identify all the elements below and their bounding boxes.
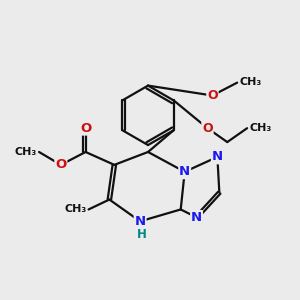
Text: N: N [191, 211, 202, 224]
Text: N: N [212, 150, 223, 164]
Text: O: O [80, 122, 91, 135]
Text: CH₃: CH₃ [64, 204, 87, 214]
Text: CH₃: CH₃ [249, 123, 271, 133]
Text: CH₃: CH₃ [15, 147, 37, 157]
Text: N: N [134, 215, 146, 228]
Text: O: O [55, 158, 67, 171]
Text: CH₃: CH₃ [239, 76, 261, 87]
Text: N: N [179, 165, 190, 178]
Text: O: O [207, 89, 218, 102]
Text: O: O [202, 122, 213, 135]
Text: H: H [137, 228, 147, 241]
